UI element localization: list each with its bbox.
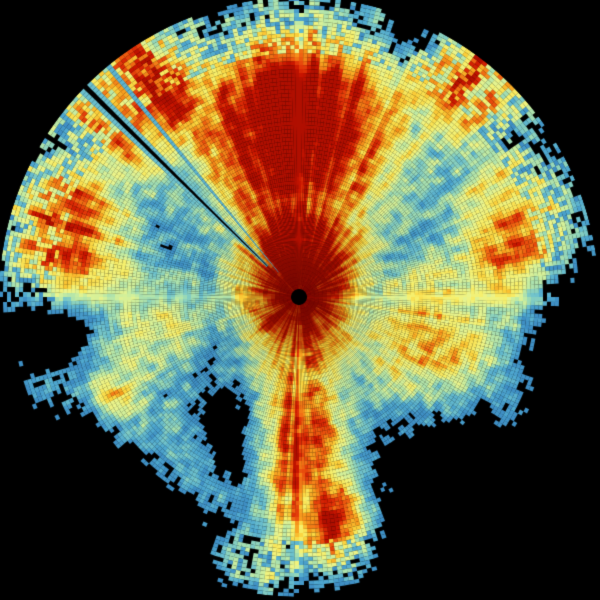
radar-display[interactable] (0, 0, 600, 600)
radar-ppi-canvas[interactable] (0, 0, 600, 600)
radar-overlay (0, 0, 600, 600)
